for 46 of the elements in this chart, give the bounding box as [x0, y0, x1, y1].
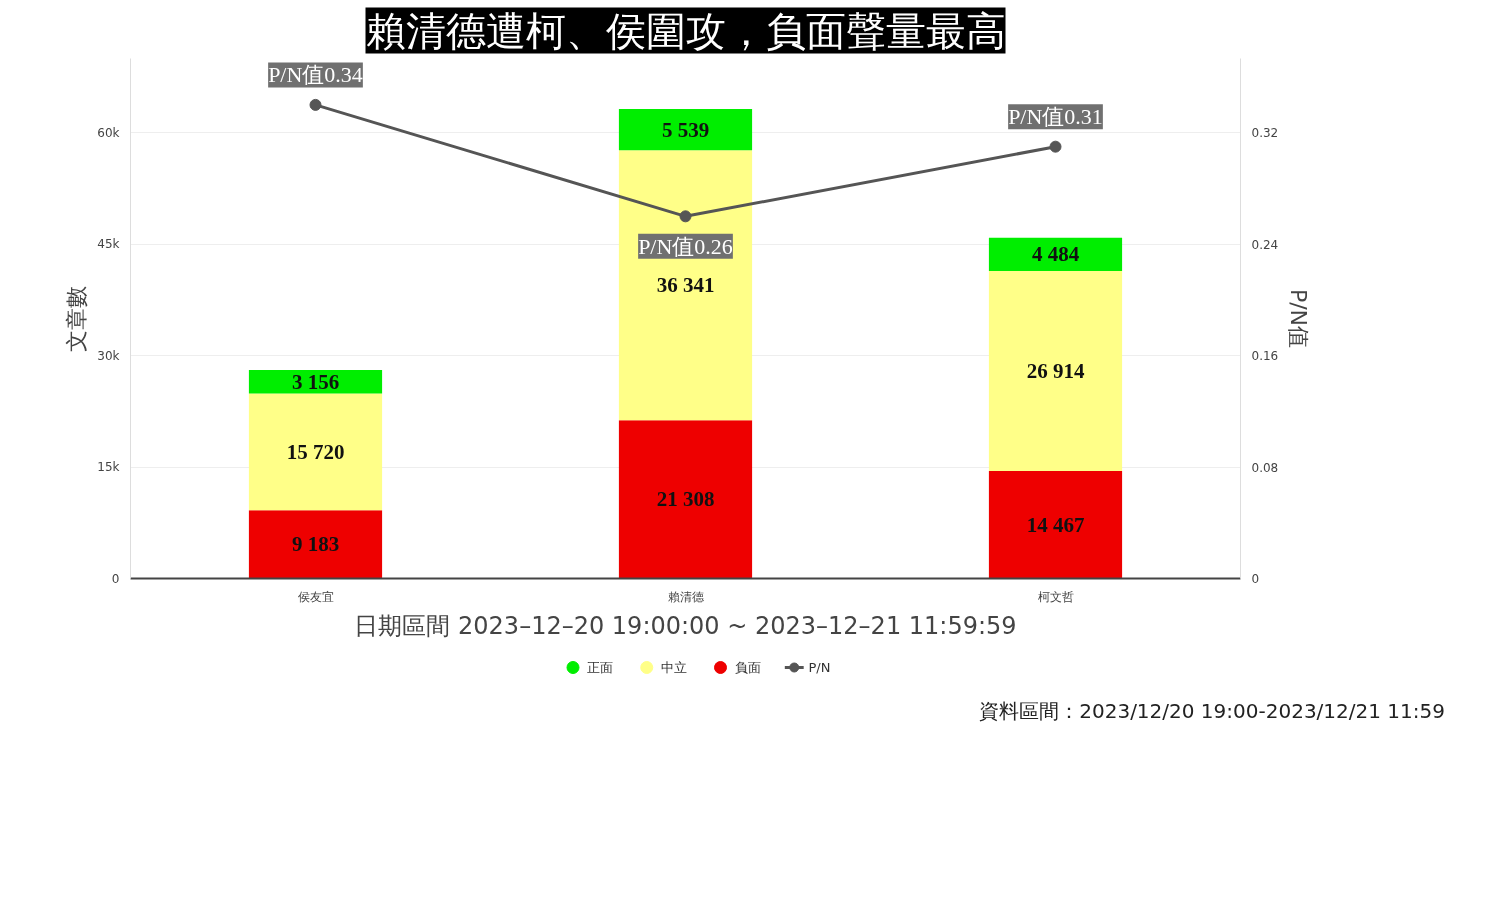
x-tick-label: 柯文哲 — [1037, 589, 1074, 604]
y2-tick-label: 0.08 — [1251, 460, 1279, 475]
data-label: P/N值0.31 — [1008, 104, 1103, 130]
y-axis-title: 文章數 — [64, 285, 90, 352]
point — [679, 210, 692, 223]
point — [309, 98, 322, 111]
bar — [988, 271, 1123, 472]
data-label: 3 156 — [291, 369, 340, 394]
legend-label: 中立 — [660, 660, 687, 675]
y2-tick-label: 0.24 — [1251, 237, 1279, 252]
bar — [618, 150, 753, 421]
data-label: P/N值0.34 — [268, 62, 363, 88]
data-label: 4 484 — [1031, 242, 1080, 267]
bar — [248, 370, 383, 394]
y2-tick-label: 0.16 — [1251, 349, 1279, 364]
data-label: 14 467 — [1026, 512, 1085, 537]
point — [1049, 140, 1062, 153]
data-label: 36 341 — [656, 273, 715, 298]
x-tick-label: 賴清德 — [667, 589, 704, 604]
data-label: P/N值0.26 — [638, 233, 733, 259]
bar — [248, 510, 383, 579]
text: 資料區間：2023/12/20 19:00-2023/12/21 11:59 — [979, 698, 1445, 725]
bar — [988, 237, 1123, 272]
bar — [988, 471, 1123, 579]
x-axis-title: 日期區間 2023–12–20 19:00:00 ~ 2023–12–21 11:59:59 — [354, 611, 1017, 640]
bar — [618, 109, 753, 151]
y2-tick-label: 0 — [1251, 572, 1260, 586]
y-tick-label: 60k — [97, 125, 120, 140]
bar — [618, 420, 753, 579]
y-tick-label: 0 — [111, 571, 120, 586]
data-label: 15 720 — [286, 439, 345, 464]
y2-tick-label: 0.32 — [1251, 126, 1279, 141]
legend-label: 負面 — [734, 660, 761, 675]
legend-label: 正面 — [587, 660, 614, 675]
data-label: 21 308 — [656, 487, 715, 512]
y-tick-label: 15k — [97, 460, 120, 475]
chart-title: 賴清德遭柯、侯圍攻，負面聲量最高 — [365, 7, 1006, 54]
x-tick-label: 侯友宜 — [297, 589, 334, 604]
data-label: 26 914 — [1026, 359, 1085, 384]
y-tick-label: 30k — [97, 348, 120, 363]
data-label: 9 183 — [291, 532, 340, 557]
y2-axis-title: P/N值 — [1286, 288, 1312, 349]
bar — [248, 393, 383, 511]
y-tick-label: 45k — [97, 237, 120, 252]
legend-label: P/N — [808, 660, 831, 675]
data-label: 5 539 — [661, 117, 710, 142]
